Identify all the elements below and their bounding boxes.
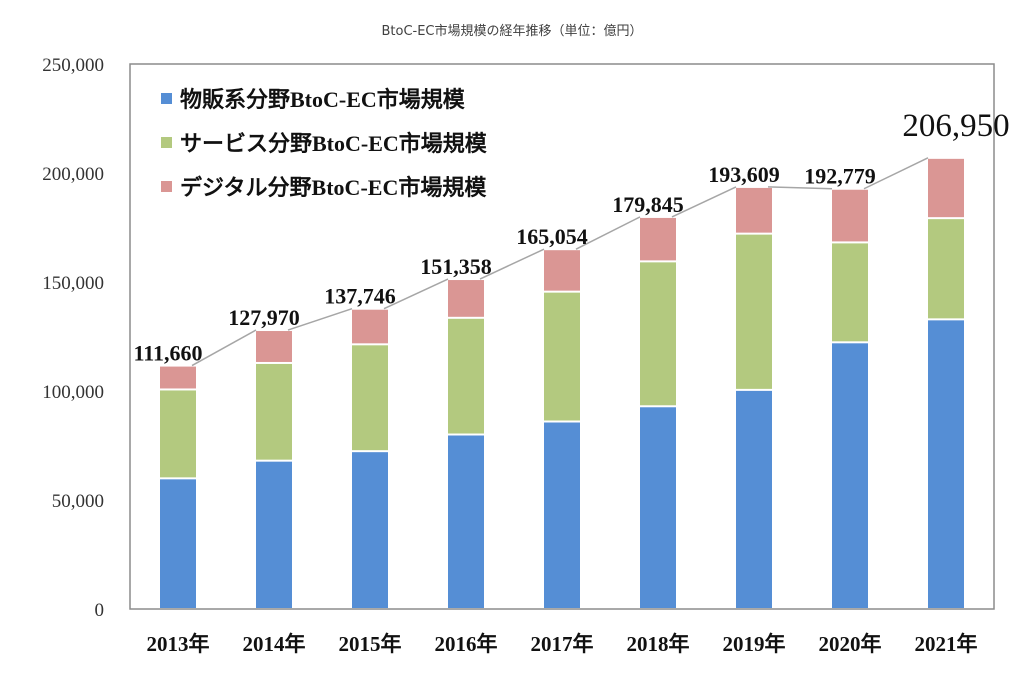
x-tick-label: 2017年 — [531, 632, 594, 656]
x-tick-label: 2020年 — [819, 632, 882, 656]
bar-segment-series-2 — [736, 187, 772, 233]
total-data-label: 179,845 — [612, 192, 684, 217]
total-line-segment — [479, 248, 545, 280]
legend-swatch — [161, 137, 172, 148]
bar-segment-series-2 — [256, 331, 292, 362]
bar-segment-series-1 — [352, 345, 388, 451]
x-tick-label: 2014年 — [243, 632, 306, 656]
bar-segment-series-0 — [544, 422, 580, 608]
bar-segment-series-2 — [160, 366, 196, 389]
total-data-labels: 111,660 127,970 137,746 151,358 165,054 179,8… — [133, 108, 1009, 366]
bar-segment-series-0 — [736, 390, 772, 608]
total-data-label: 111,660 — [133, 341, 202, 366]
total-data-label: 206,950 — [902, 108, 1009, 144]
bar-segment-series-2 — [640, 217, 676, 261]
bar-segment-series-2 — [544, 250, 580, 291]
y-tick-label: 250,000 — [42, 55, 104, 76]
y-tick-label: 100,000 — [42, 382, 104, 403]
bar-segment-series-0 — [160, 479, 196, 608]
total-data-label: 165,054 — [516, 224, 588, 249]
total-line-segment — [767, 186, 833, 190]
bar-segment-series-1 — [256, 363, 292, 460]
total-data-label: 137,746 — [324, 284, 396, 309]
bar-segment-series-0 — [832, 343, 868, 608]
y-tick-label: 0 — [95, 600, 105, 621]
total-line-segment — [191, 329, 257, 367]
legend-label: デジタル分野BtoC-EC市場規模 — [180, 175, 487, 200]
bar-segment-series-2 — [928, 158, 964, 218]
bars — [160, 158, 964, 608]
bar-segment-series-1 — [736, 234, 772, 389]
bar-segment-series-0 — [448, 435, 484, 608]
x-tick-label: 2019年 — [723, 632, 786, 656]
total-line-segment — [671, 186, 737, 218]
total-line-segment — [575, 216, 641, 250]
x-tick-label: 2015年 — [339, 632, 402, 656]
y-tick-label: 150,000 — [42, 273, 104, 294]
x-tick-label: 2018年 — [627, 632, 690, 656]
total-data-label: 127,970 — [228, 305, 300, 330]
legend-label: 物販系分野BtoC-EC市場規模 — [180, 87, 466, 112]
chart-title: BtoC-EC市場規模の経年推移（単位：億円） — [381, 24, 643, 39]
bar-segment-series-0 — [256, 461, 292, 608]
y-tick-label: 200,000 — [42, 164, 104, 185]
bar-segment-series-0 — [352, 452, 388, 608]
total-line-segment — [863, 157, 929, 190]
total-line-segment — [383, 278, 449, 310]
bar-segment-series-1 — [832, 243, 868, 342]
total-data-label: 151,358 — [420, 254, 492, 279]
total-line-segment — [287, 308, 353, 331]
plot-area-frame — [129, 63, 995, 610]
legend-swatch — [161, 93, 172, 104]
x-tick-label: 2013年 — [147, 632, 210, 656]
x-tick-label: 2021年 — [915, 632, 978, 656]
total-connector-line — [191, 157, 929, 367]
legend: 物販系分野BtoC-EC市場規模サービス分野BtoC-EC市場規模デジタル分野B… — [161, 87, 488, 200]
x-tick-label: 2016年 — [435, 632, 498, 656]
bar-segment-series-2 — [352, 309, 388, 344]
bar-segment-series-1 — [640, 262, 676, 406]
bar-segment-series-0 — [640, 407, 676, 608]
bar-segment-series-1 — [928, 219, 964, 319]
y-axis-tick-labels: 0 50,000 100,000 150,000 200,000 250,000 — [42, 55, 104, 621]
bar-segment-series-1 — [448, 318, 484, 434]
bar-segment-series-0 — [928, 320, 964, 608]
total-data-label: 192,779 — [804, 164, 876, 189]
y-tick-label: 50,000 — [52, 491, 104, 512]
x-axis-tick-labels: 2013年 2014年 2015年 2016年 2017年 2018年 2019年 2020年… — [147, 632, 978, 656]
bar-segment-series-1 — [544, 292, 580, 421]
bar-segment-series-2 — [448, 280, 484, 317]
legend-label: サービス分野BtoC-EC市場規模 — [180, 131, 488, 156]
total-data-label: 193,609 — [708, 162, 780, 187]
bar-segment-series-2 — [832, 189, 868, 242]
legend-swatch — [161, 181, 172, 192]
bar-segment-series-1 — [160, 390, 196, 478]
